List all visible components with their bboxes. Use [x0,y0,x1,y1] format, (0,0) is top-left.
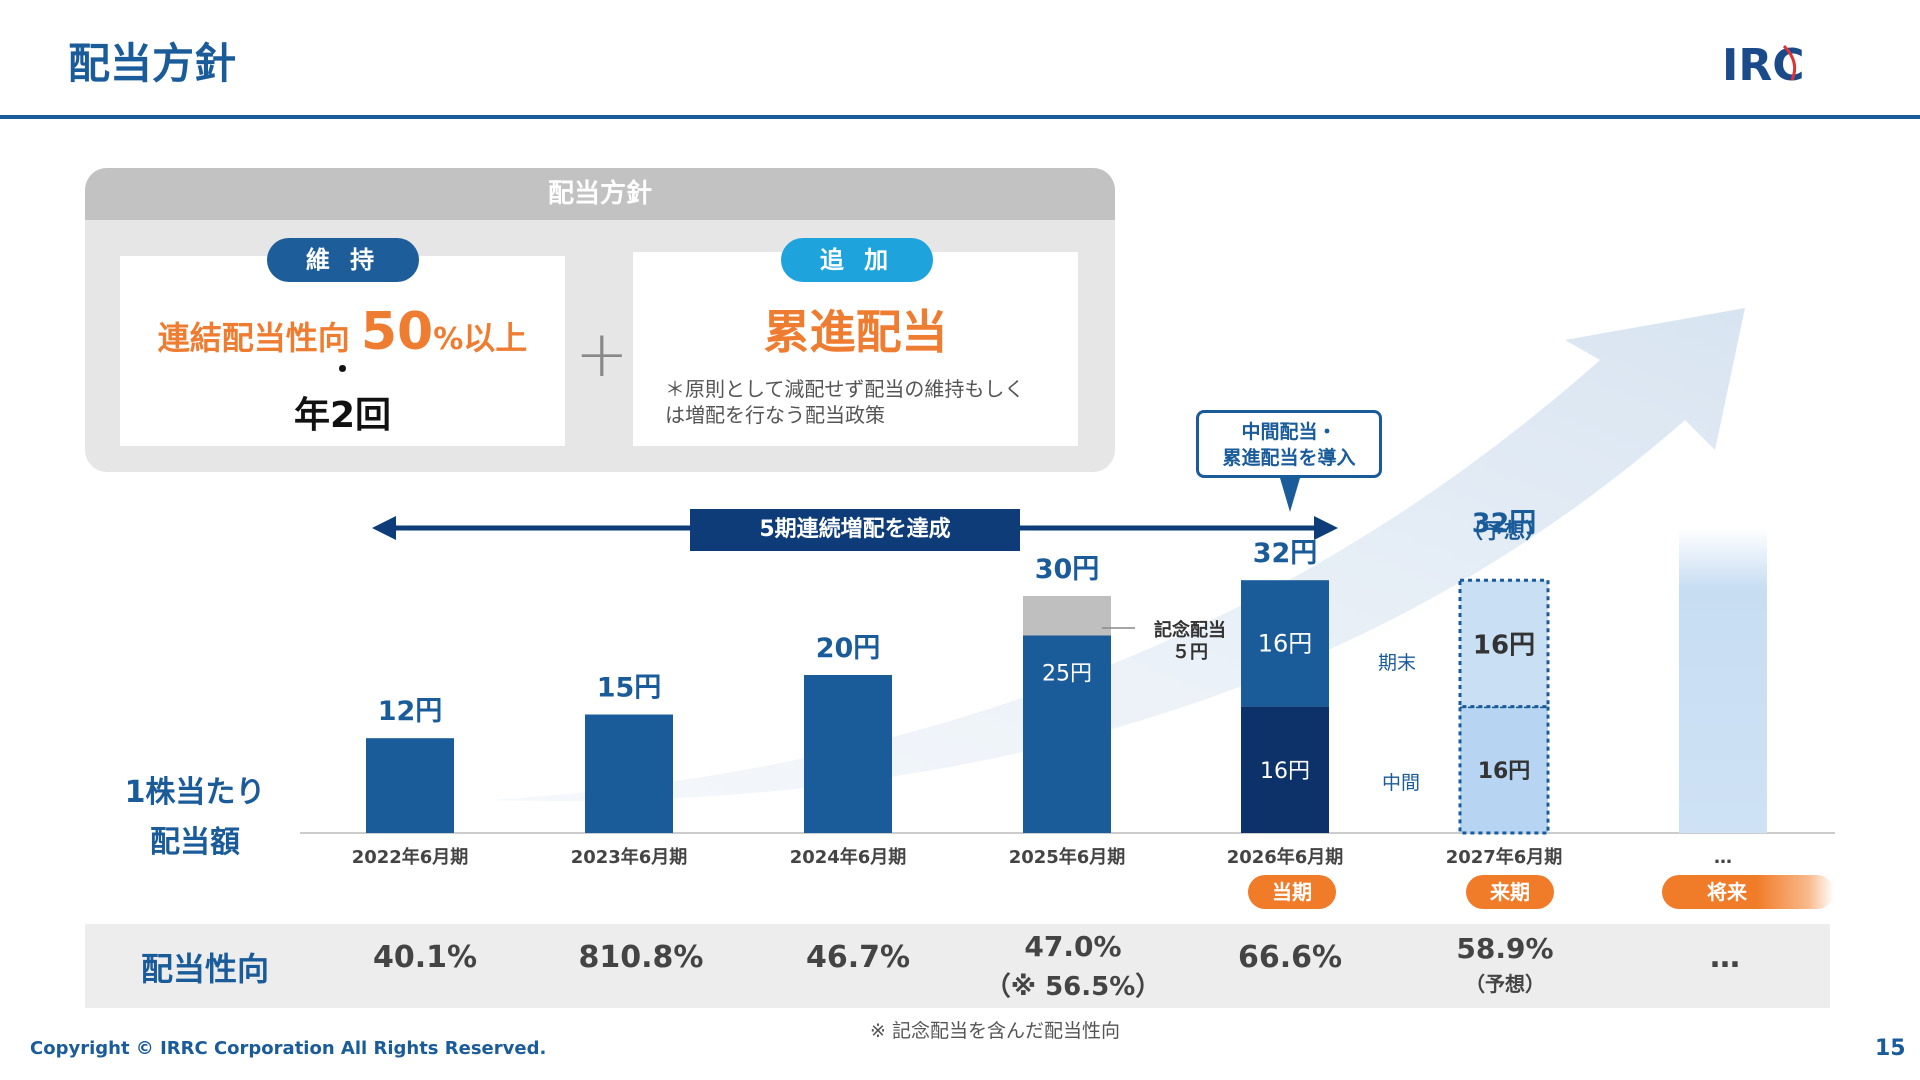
commemorative-label: 記念配当 ５円 [1140,620,1240,664]
total-label-1: 15円 [597,673,662,704]
payout-fy2024: 46.7% [805,940,911,975]
dps-label-line2: 配当額 [150,825,240,860]
bar-future [1679,528,1767,833]
maintain-box [120,256,565,446]
callout-pointer [1280,478,1300,512]
bar-final-4 [1241,580,1329,707]
achievement-arrow-left-head [372,516,396,540]
total-label-5: 32円 [1472,508,1537,539]
payout-fy2025: 47.0% [1024,930,1122,963]
payout-fy2027: 58.9% [1456,932,1554,965]
callout-line2: 累進配当を導入 [1222,447,1356,469]
category-label-5: 2027年6月期 [1446,846,1563,868]
total-label-0: 12円 [378,696,443,727]
interim-dividend-callout: 中間配当・ 累進配当を導入 [1196,410,1382,478]
payout-fy2023: 810.8% [578,940,704,975]
bar-2 [804,675,892,833]
category-label-0: 2022年6月期 [352,846,469,868]
growth-arrow [490,308,1745,801]
final-dividend-label: 期末 [1378,652,1417,674]
forecast-note: （予想） [1462,519,1546,543]
category-label-2: 2024年6月期 [790,846,907,868]
bar-final-forecast-5 [1458,578,1550,709]
bar-commemorative-3 [1023,596,1111,636]
payout-future: … [1710,940,1740,975]
payout-ratio-label: 配当性向 [140,950,269,988]
category-label-1: 2023年6月期 [571,846,688,868]
achievement-banner: 5期連続増配を達成 [690,509,1020,551]
add-box [633,252,1078,446]
payout-target-prefix: 連結配当性向 [157,319,350,357]
progressive-note: ＊原則として減配せず配当の維持もしく は増配を行なう配当政策 [665,376,1085,428]
bar-interim-4 [1241,706,1329,833]
badge-future: 将来 [1662,875,1834,909]
segment-label-fy2027-interim: 16円 [1478,759,1531,784]
payout-ratio-row [85,924,1830,1008]
header-divider [0,115,1920,119]
interim-dividend-label: 中間 [1382,772,1421,794]
add-tag: 追 加 [781,238,933,282]
segment-label-fy2027-final: 16円 [1473,630,1535,660]
payout-fy2026: 66.6% [1237,940,1343,975]
segment-label-fy2026-final: 16円 [1258,629,1313,657]
separator-dot: ・ [328,353,357,386]
commemorative-label-line1: 記念配当 [1154,620,1226,641]
policy-panel-title: 配当方針 [85,168,1115,220]
segment-label-fy2025: 25円 [1042,662,1092,687]
total-label-4: 32円 [1253,538,1318,569]
payout-target-pct: % [433,322,464,357]
payout-target-value: 50 [360,302,434,362]
company-logo: IRC [1722,40,1805,86]
payout-fy2027-sub: （予想） [1465,972,1545,996]
payout-target: 連結配当性向 50%以上 [120,302,565,362]
total-label-3: 30円 [1035,554,1100,585]
progressive-note-line2: は増配を行なう配当政策 [665,403,885,427]
payout-target-suffix: 以上 [463,319,528,357]
dividend-per-share-label: 1株当たり 配当額 [110,768,280,868]
bar-0 [366,738,454,833]
bar-base-3 [1023,635,1111,833]
bar-1 [585,714,673,833]
policy-panel: 配当方針 維 持 追 加 連結配当性向 50%以上 ・ 年2回 + 累進配当 ＊… [85,168,1115,472]
segment-label-fy2026-interim: 16円 [1260,759,1310,784]
plus-sign: + [575,318,629,392]
category-label-6: … [1714,847,1732,868]
commemorative-label-line2: ５円 [1172,642,1208,663]
progressive-note-line1: ＊原則として減配せず配当の維持もしく [665,377,1025,401]
payout-footnote: ※ 記念配当を含んだ配当性向 [870,1020,1120,1042]
category-label-4: 2026年6月期 [1227,846,1344,868]
page-number: 15 [1875,1036,1906,1061]
page-title: 配当方針 [68,39,237,88]
payout-fy2025-sub: （※ 56.5%） [984,972,1162,1002]
dividend-frequency: 年2回 [293,395,392,436]
svg-text:IRC: IRC [1722,40,1805,86]
copyright: Copyright © IRRC Corporation All Rights … [30,1038,547,1059]
achievement-arrow-right-head [1314,516,1338,540]
callout-line1: 中間配当・ [1241,421,1337,443]
maintain-tag: 維 持 [267,238,419,282]
progressive-dividend: 累進配当 [763,305,948,359]
dps-label-line1: 1株当たり [124,775,266,810]
badge-current: 当期 [1248,875,1336,909]
badge-next: 来期 [1466,875,1554,909]
category-label-3: 2025年6月期 [1009,846,1126,868]
payout-fy2022: 40.1% [372,940,478,975]
total-label-2: 20円 [816,633,881,664]
